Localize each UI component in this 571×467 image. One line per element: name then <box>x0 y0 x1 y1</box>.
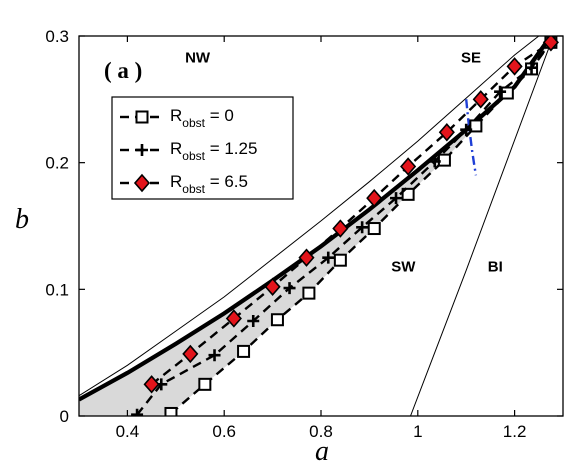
data-point-plus <box>131 408 144 416</box>
data-point-square <box>198 377 212 391</box>
data-point-diamond <box>264 277 281 297</box>
legend: Robst = 0 Robst = 1.25 Robst = 6.5 <box>111 96 294 200</box>
data-point-plus <box>428 155 441 168</box>
data-point-diamond <box>332 219 349 238</box>
data-point-diamond <box>542 36 559 52</box>
data-point-square <box>401 187 415 201</box>
boundary-thick <box>79 36 553 402</box>
shade-area <box>79 36 551 416</box>
data-point-plus <box>208 349 221 362</box>
series-group <box>131 36 559 416</box>
y-tick-label: 0.2 <box>45 154 69 173</box>
data-point-diamond <box>472 90 489 109</box>
legend-marker-plus <box>136 144 148 156</box>
data-point-square <box>237 344 251 358</box>
panel-label: ( a ) <box>104 58 142 83</box>
region-label-sw: SW <box>391 259 416 276</box>
data-point-square <box>367 222 381 236</box>
series-line-diamond <box>150 41 552 386</box>
data-point-square <box>270 313 284 327</box>
data-point-diamond <box>438 123 455 142</box>
legend-label: Robst = 0 <box>170 106 234 130</box>
region-label-nw: NW <box>185 50 211 67</box>
data-point-plus <box>525 61 538 74</box>
legend-marker-square <box>135 110 149 124</box>
data-point-square <box>164 406 178 416</box>
data-point-diamond <box>182 344 199 364</box>
data-point-plus <box>390 192 403 205</box>
shaded-region <box>79 36 551 416</box>
boundary-dash-dot <box>465 99 478 176</box>
x-tick-label: 0.4 <box>116 422 140 441</box>
data-point-diamond <box>298 248 315 267</box>
axis-ticks: 0.4 0.6 0.8 1 1.2 0 0.1 0.2 0.3 <box>45 27 563 441</box>
data-point-diamond <box>143 375 160 394</box>
data-point-plus <box>494 85 507 98</box>
data-point-diamond <box>225 309 242 328</box>
data-point-plus <box>460 123 473 136</box>
data-point-plus <box>247 315 260 327</box>
data-point-diamond <box>366 188 383 208</box>
x-tick-label: 1.2 <box>503 422 527 441</box>
legend-marker-diamond <box>133 173 151 193</box>
data-point-plus <box>283 282 296 295</box>
x-tick-label: 0.8 <box>309 422 333 441</box>
x-tick-label: 0.6 <box>212 422 236 441</box>
legend-label: Robst = 1.25 <box>170 139 257 163</box>
y-tick-label: 0 <box>60 407 69 426</box>
x-axis-label: a <box>315 436 329 467</box>
y-tick-label: 0.1 <box>45 280 69 299</box>
x-tick-label: 1 <box>413 422 422 441</box>
y-tick-label: 0.3 <box>45 27 69 46</box>
data-point-diamond <box>400 157 417 176</box>
data-point-square <box>333 253 347 267</box>
region-label-se: SE <box>461 50 481 67</box>
region-labels: NW SE SW BI <box>185 50 503 276</box>
data-point-square <box>302 286 316 300</box>
data-point-plus <box>322 251 335 264</box>
legend-label: Robst = 6.5 <box>170 172 248 196</box>
y-axis-label: b <box>15 204 29 235</box>
boundary-thin-upper <box>79 36 540 397</box>
data-point-plus <box>356 221 369 234</box>
boundary-bi <box>410 36 554 416</box>
region-label-bi: BI <box>488 259 503 276</box>
data-point-diamond <box>506 57 523 76</box>
